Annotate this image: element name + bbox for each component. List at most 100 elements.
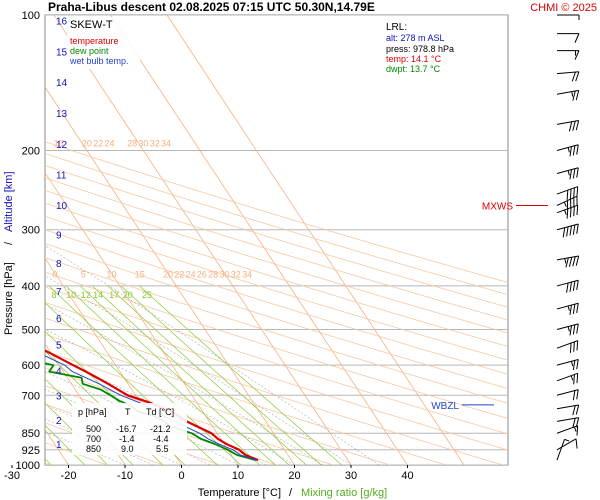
isotherm-value-label-mid: 32: [231, 269, 241, 279]
legend-wet-bulb: wet bulb temp.: [69, 56, 129, 66]
wind-barb-flag: [575, 120, 580, 131]
altitude-tick-label: 5: [56, 341, 62, 352]
isotherm-line: [45, 343, 126, 465]
table-cell: 850: [86, 444, 101, 454]
mixing-ratio-line: [79, 285, 276, 465]
lrl-dwpt: dwpt: 13.7 °C: [386, 64, 441, 74]
x-tick-label: 10: [232, 470, 244, 482]
isotherm-value-label-mid: 20: [163, 269, 173, 279]
wind-barb-half-flag: [564, 438, 570, 442]
altitude-tick-label: 2: [56, 416, 62, 427]
y-axis-title-pressure: Pressure [hPa]: [3, 262, 15, 335]
altitude-tick-label: 13: [56, 109, 68, 120]
plot-area: [44, 14, 509, 466]
wind-barb: [556, 223, 579, 238]
isotherm-value-label-top: 5: [0, 138, 5, 148]
dry-adiabat: [45, 229, 508, 375]
isotherm-line: [110, 15, 408, 465]
altitude-tick-label: 11: [56, 171, 67, 182]
pressure-tick-label: 600: [22, 360, 40, 372]
dry-adiabat: [45, 350, 390, 465]
mixing-ratio-label: 25: [142, 290, 152, 300]
wind-barb-shaft: [556, 425, 578, 434]
wind-barb-flag: [576, 373, 579, 384]
wind-barb-flag: [566, 282, 569, 293]
dry-adiabat: [45, 165, 508, 308]
wind-barb-flag: [574, 50, 580, 60]
table-header-td: Td [°C]: [146, 407, 174, 417]
wind-barb-half-flag: [564, 209, 567, 215]
wind-barb-flag: [575, 438, 578, 449]
moist-adiabat: [45, 431, 126, 465]
wind-barb-flag: [575, 417, 580, 428]
wind-barb-flag: [569, 325, 572, 336]
wind-barb-flag: [576, 389, 579, 400]
mixing-ratio-label: 20: [123, 290, 133, 300]
wind-barb-flag: [576, 167, 579, 178]
x-tick-label: 30: [345, 470, 357, 482]
mxws-label: MXWS: [482, 201, 513, 212]
mixing-ratio-line: [45, 424, 85, 465]
x-tick-label: 40: [401, 470, 413, 482]
wind-barb-flag: [572, 145, 576, 156]
legend-dew-point: dew point: [70, 46, 109, 56]
altitude-tick-label: 14: [56, 78, 68, 89]
wind-barb: [556, 340, 579, 353]
dry-adiabat: [45, 301, 508, 451]
dry-adiabat: [45, 257, 508, 404]
table-header-p: p [hPa]: [78, 407, 107, 417]
wind-barb: [556, 71, 580, 82]
dry-adiabat: [45, 189, 508, 334]
dry-adiabat: [45, 215, 508, 361]
mixing-ratio-label: 17: [109, 290, 119, 300]
wind-barb-flag: [576, 280, 579, 291]
wind-barb-flag: [576, 205, 579, 216]
altitude-tick-label: 15: [56, 47, 68, 58]
altitude-tick-label: 1: [56, 440, 62, 451]
wind-barb-flag: [576, 340, 579, 351]
wind-barb-flag: [575, 404, 580, 415]
wind-barb: [556, 372, 579, 385]
wind-barb-flag: [573, 206, 575, 217]
wind-barb: [556, 302, 579, 315]
wind-barb-flag: [576, 144, 579, 155]
isotherm-value-label-mid: 10: [106, 269, 116, 279]
wind-barb-flag: [572, 390, 576, 401]
isotherm-value-label-mid: 15: [135, 269, 145, 279]
table-cell: 9.0: [121, 444, 134, 454]
wind-barb: [556, 144, 579, 157]
dry-adiabat: [45, 286, 508, 435]
isotherm-value-label-top: 20: [82, 138, 92, 148]
mixing-ratio-line: [65, 285, 261, 465]
x-tick-label: -30: [4, 470, 20, 482]
table-cell: -1.4: [119, 434, 135, 444]
table-cell: 500: [86, 424, 101, 434]
isotherm-value-label-top: 15: [54, 138, 64, 148]
wind-barb-flag: [571, 71, 576, 82]
x-tick-label: -10: [117, 470, 133, 482]
table-cell: -16.7: [116, 424, 137, 434]
dry-adiabat: [45, 177, 508, 321]
wind-barb-flag: [569, 304, 572, 315]
moist-adiabat: [45, 329, 295, 465]
wind-barb-flag: [568, 121, 573, 132]
wbzl-label: WBZL: [431, 401, 459, 412]
wind-barb: [556, 195, 578, 211]
wind-barb: [556, 389, 579, 401]
mixing-ratio-line: [139, 285, 343, 465]
wind-barb: [556, 323, 579, 336]
y-axis-title-altitude: Altitude [km]: [3, 171, 15, 232]
mixing-ratio-label: 8: [52, 290, 57, 300]
isotherm-value-label-mid: 24: [186, 269, 196, 279]
pressure-tick-label: 100: [22, 10, 40, 22]
table-header-t: T: [125, 407, 131, 417]
wind-barb-flag: [574, 33, 580, 43]
isotherm-value-label-mid: 30: [219, 269, 229, 279]
lrl-press: press: 978.8 hPa: [386, 44, 454, 54]
wind-barb-flag: [566, 226, 569, 237]
wind-barb-flag: [569, 342, 572, 353]
wind-barb-shaft: [556, 438, 577, 451]
pressure-tick-label: 300: [22, 225, 40, 237]
wind-barb: [557, 33, 580, 43]
